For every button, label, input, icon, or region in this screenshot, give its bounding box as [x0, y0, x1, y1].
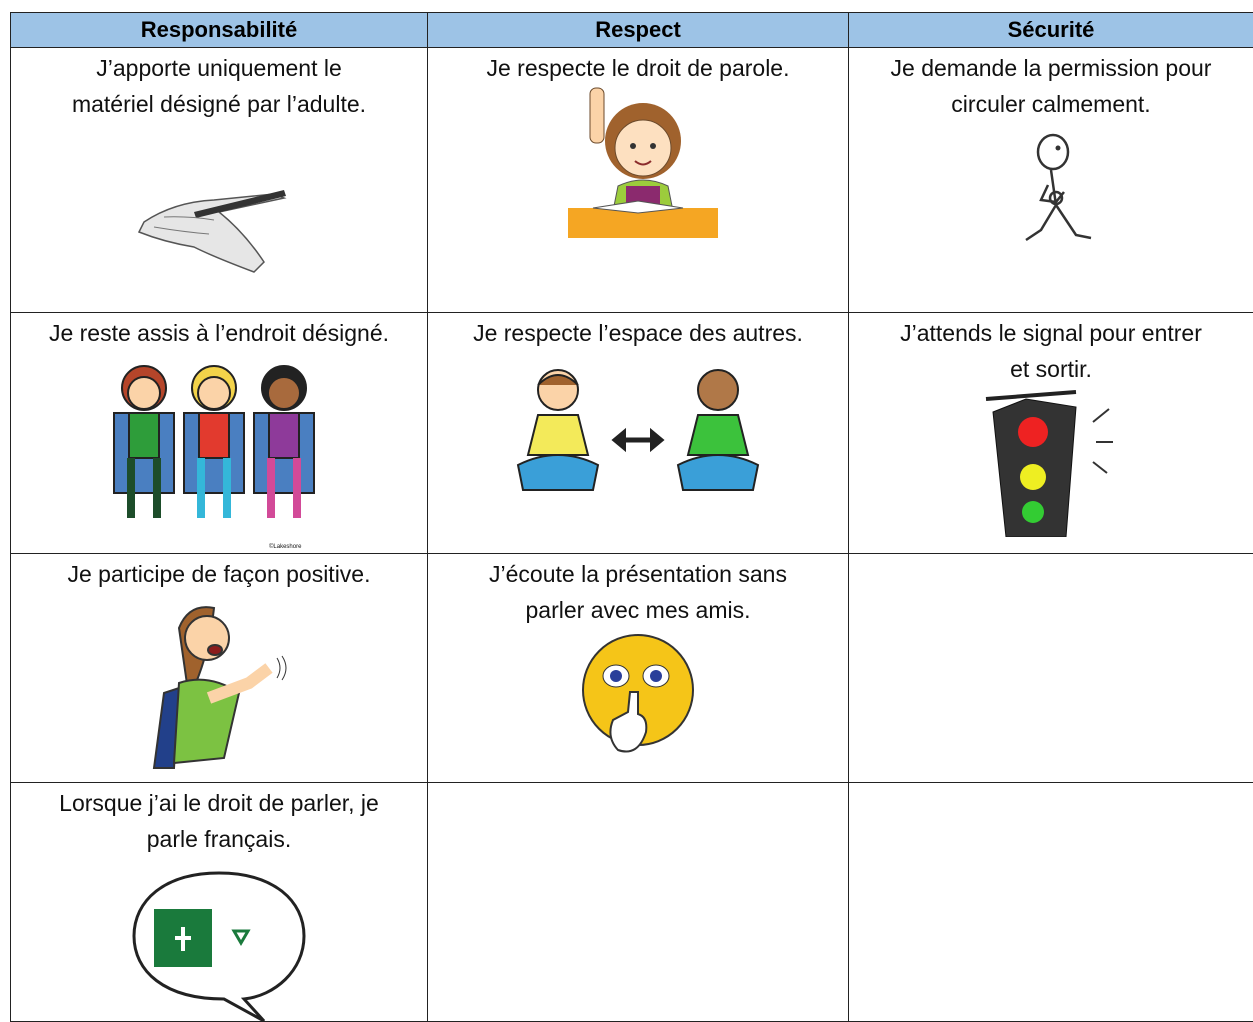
- pen-hand-illustration: [134, 172, 304, 302]
- row: Lorsque j’ai le droit de parler, je parl…: [11, 783, 1253, 1022]
- cell: Je respecte le droit de parole.: [428, 48, 849, 313]
- cell: Je demande la permission pour circuler c…: [849, 48, 1253, 313]
- cell-text: Je reste assis à l’endroit désigné.: [11, 315, 427, 351]
- cell: J’attends le signal pour entrer et sorti…: [849, 313, 1253, 554]
- personal-space-illustration: [513, 365, 763, 505]
- cell-text: Lorsque j’ai le droit de parler, je: [11, 785, 427, 821]
- cell: [849, 783, 1253, 1022]
- cell: [849, 554, 1253, 783]
- cell-text: Je demande la permission pour: [849, 50, 1253, 86]
- cell-text: circuler calmement.: [849, 86, 1253, 122]
- seated-children-illustration: [109, 363, 329, 528]
- cell: Je respecte l’espace des autres.: [428, 313, 849, 554]
- cell-text: Je participe de façon positive.: [11, 556, 427, 592]
- cell-text: J’attends le signal pour entrer: [849, 315, 1253, 351]
- cell: Je reste assis à l’endroit désigné. ©Lak…: [11, 313, 428, 554]
- cell-text: Je respecte l’espace des autres.: [428, 315, 848, 351]
- cell: [428, 783, 849, 1022]
- speech-bubble-illustration: [124, 861, 314, 1021]
- row: Je participe de façon positive. J’écoute…: [11, 554, 1253, 783]
- row: J’apporte uniquement le matériel désigné…: [11, 48, 1253, 313]
- header-cell: Sécurité: [849, 13, 1253, 48]
- cell-text: parler avec mes amis.: [428, 592, 848, 628]
- cell: J’écoute la présentation sans parler ave…: [428, 554, 849, 783]
- cell: Je participe de façon positive.: [11, 554, 428, 783]
- cell: J’apporte uniquement le matériel désigné…: [11, 48, 428, 313]
- shush-face-illustration: [578, 632, 698, 762]
- clapping-girl-illustration: [149, 598, 289, 773]
- cell-text: J’écoute la présentation sans: [428, 556, 848, 592]
- image-credit: ©Lakeshore: [269, 544, 301, 550]
- header-cell: Responsabilité: [11, 13, 428, 48]
- header-row: Responsabilité Respect Sécurité: [11, 13, 1253, 48]
- cell-text: parle français.: [11, 821, 427, 857]
- cell-text: J’apporte uniquement le: [11, 50, 427, 86]
- rules-table: Responsabilité Respect Sécurité J’apport…: [10, 12, 1253, 1022]
- cell-text: Je respecte le droit de parole.: [428, 50, 848, 86]
- walking-stick-figure: [1006, 130, 1096, 255]
- header-cell: Respect: [428, 13, 849, 48]
- cell-text: matériel désigné par l’adulte.: [11, 86, 427, 122]
- row: Je reste assis à l’endroit désigné. ©Lak…: [11, 313, 1253, 554]
- cell: Lorsque j’ai le droit de parler, je parl…: [11, 783, 428, 1022]
- traffic-light-illustration: [981, 387, 1121, 537]
- girl-raising-hand-illustration: [558, 86, 718, 241]
- cell-text: et sortir.: [849, 351, 1253, 387]
